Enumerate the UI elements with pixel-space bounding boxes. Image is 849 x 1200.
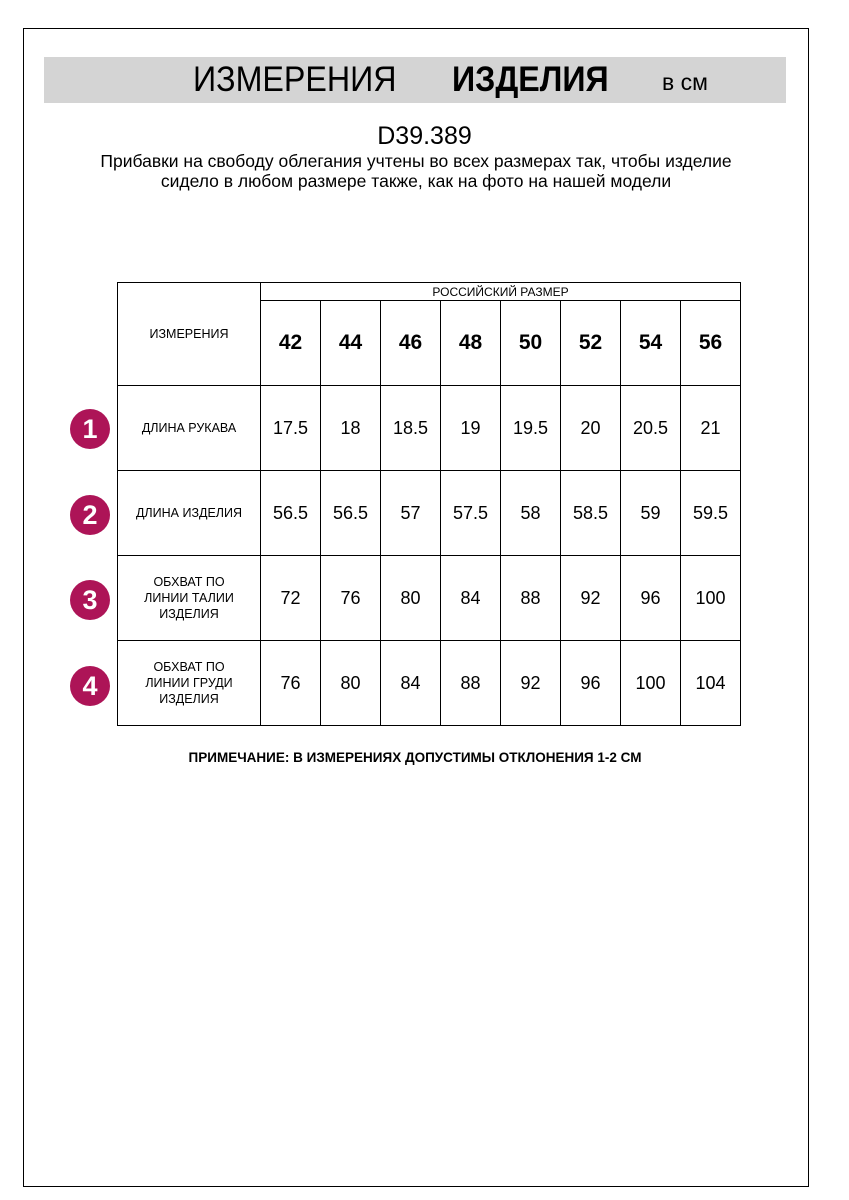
value-cell: 80 bbox=[320, 640, 381, 726]
title-regular: ИЗМЕРЕНИЯ bbox=[193, 60, 397, 99]
value-cell: 80 bbox=[380, 555, 441, 641]
size-header: 56 bbox=[680, 300, 741, 386]
value-cell: 59 bbox=[620, 470, 681, 556]
value-cell: 104 bbox=[680, 640, 741, 726]
row-number-badge: 1 bbox=[70, 409, 110, 449]
table-row: ДЛИНА ИЗДЕЛИЯ 56.5 56.5 57 57.5 58 58.5 59 59.5 bbox=[117, 470, 741, 556]
measurement-label: ОБХВАТ ПО ЛИНИИ ТАЛИИ ИЗДЕЛИЯ bbox=[117, 555, 261, 641]
value-cell: 88 bbox=[440, 640, 501, 726]
value-cell: 72 bbox=[260, 555, 321, 641]
row-number-badge: 4 bbox=[70, 665, 110, 706]
group-header: РОССИЙСКИЙ РАЗМЕР bbox=[260, 282, 741, 301]
size-header: 42 bbox=[260, 300, 321, 386]
size-header: 44 bbox=[320, 300, 381, 386]
value-cell: 100 bbox=[680, 555, 741, 641]
size-header: 54 bbox=[620, 300, 681, 386]
value-cell: 58 bbox=[500, 470, 561, 556]
row-number-badge: 2 bbox=[70, 494, 110, 535]
page-frame bbox=[23, 28, 809, 1187]
value-cell: 58.5 bbox=[560, 470, 621, 556]
size-header: 48 bbox=[440, 300, 501, 386]
value-cell: 84 bbox=[380, 640, 441, 726]
table-row: ОБХВАТ ПО ЛИНИИ ГРУДИ ИЗДЕЛИЯ 76 80 84 88 92 9… bbox=[117, 640, 741, 726]
size-table: ИЗМЕРЕНИЯ РОССИЙСКИЙ РАЗМЕР 42 44 46 48 50 52… bbox=[117, 282, 741, 726]
value-cell: 96 bbox=[560, 640, 621, 726]
value-cell: 76 bbox=[260, 640, 321, 726]
value-cell: 92 bbox=[560, 555, 621, 641]
article-code: D39.389 bbox=[377, 122, 472, 150]
value-cell: 17.5 bbox=[260, 385, 321, 471]
value-cell: 96 bbox=[620, 555, 681, 641]
measurement-label: ДЛИНА РУКАВА bbox=[117, 385, 261, 471]
size-header: 46 bbox=[380, 300, 441, 386]
title-bold: ИЗДЕЛИЯ bbox=[452, 60, 609, 99]
value-cell: 84 bbox=[440, 555, 501, 641]
title-band bbox=[44, 57, 786, 103]
value-cell: 21 bbox=[680, 385, 741, 471]
size-header: 50 bbox=[500, 300, 561, 386]
table-row: ДЛИНА РУКАВА 17.5 18 18.5 19 19.5 20 20.5 21 bbox=[117, 385, 741, 471]
value-cell: 76 bbox=[320, 555, 381, 641]
corner-header: ИЗМЕРЕНИЯ bbox=[117, 282, 261, 386]
value-cell: 18 bbox=[320, 385, 381, 471]
description: Прибавки на свободу облегания учтены во … bbox=[100, 151, 732, 191]
value-cell: 57 bbox=[380, 470, 441, 556]
title-unit: в см bbox=[662, 69, 708, 95]
note: ПРИМЕЧАНИЕ: В ИЗМЕРЕНИЯХ ДОПУСТИМЫ ОТКЛО… bbox=[188, 750, 642, 765]
value-cell: 57.5 bbox=[440, 470, 501, 556]
table-row: ОБХВАТ ПО ЛИНИИ ТАЛИИ ИЗДЕЛИЯ 72 76 80 84 88 9… bbox=[117, 555, 741, 641]
value-cell: 20 bbox=[560, 385, 621, 471]
row-number-badge: 3 bbox=[70, 580, 110, 620]
value-cell: 19 bbox=[440, 385, 501, 471]
value-cell: 88 bbox=[500, 555, 561, 641]
value-cell: 19.5 bbox=[500, 385, 561, 471]
value-cell: 56.5 bbox=[260, 470, 321, 556]
value-cell: 18.5 bbox=[380, 385, 441, 471]
value-cell: 56.5 bbox=[320, 470, 381, 556]
value-cell: 59.5 bbox=[680, 470, 741, 556]
value-cell: 100 bbox=[620, 640, 681, 726]
measurement-label: ДЛИНА ИЗДЕЛИЯ bbox=[117, 470, 261, 556]
measurement-label: ОБХВАТ ПО ЛИНИИ ГРУДИ ИЗДЕЛИЯ bbox=[117, 640, 261, 726]
size-header: 52 bbox=[560, 300, 621, 386]
value-cell: 92 bbox=[500, 640, 561, 726]
value-cell: 20.5 bbox=[620, 385, 681, 471]
